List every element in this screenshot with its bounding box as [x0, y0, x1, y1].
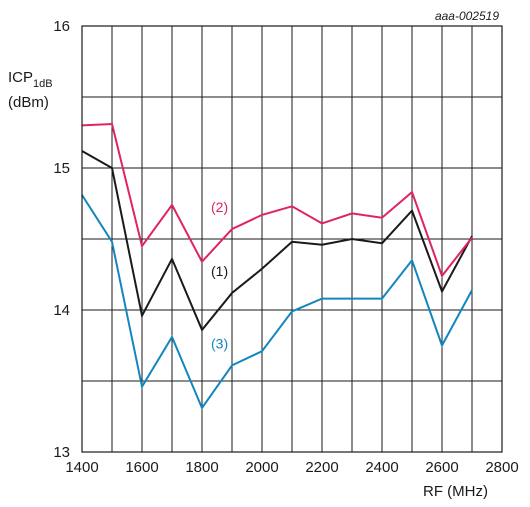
plot-frame [81, 25, 503, 453]
series-layer [81, 122, 473, 411]
y-axis-label-main: ICP [8, 69, 33, 86]
figure-reference: aaa-002519 [435, 9, 499, 23]
y-tick-label: 13 [53, 444, 70, 461]
x-tick-label: 1800 [185, 459, 218, 476]
x-tick-label: 2400 [365, 459, 398, 476]
y-tick-label: 14 [53, 302, 70, 319]
x-tick-label: 1400 [65, 459, 98, 476]
series-line-1 [81, 150, 473, 332]
y-axis-unit: (dBm) [8, 94, 49, 111]
x-tick-label: 2600 [425, 459, 458, 476]
series-label-3: (3) [211, 335, 228, 351]
series-labels: (1) (2) (3) [211, 199, 228, 351]
y-tick-label: 15 [53, 160, 70, 177]
y-tick-label: 16 [53, 18, 70, 35]
x-tick-label: 1600 [125, 459, 158, 476]
series-line-2 [81, 122, 473, 278]
tick-labels: 1400 1600 1800 2000 2200 2400 2600 2800 13 14 15 16 [53, 18, 518, 476]
series-line-3 [81, 194, 473, 411]
x-tick-label: 2800 [485, 459, 518, 476]
y-axis-label: ICP1dB [8, 69, 53, 90]
series-label-2: (2) [211, 199, 228, 215]
x-tick-label: 2000 [245, 459, 278, 476]
x-axis-label: RF (MHz) [423, 483, 488, 500]
x-tick-label: 2200 [305, 459, 338, 476]
series-label-1: (1) [211, 263, 228, 279]
y-axis-label-subscript: 1dB [33, 78, 53, 90]
grid [82, 26, 502, 452]
